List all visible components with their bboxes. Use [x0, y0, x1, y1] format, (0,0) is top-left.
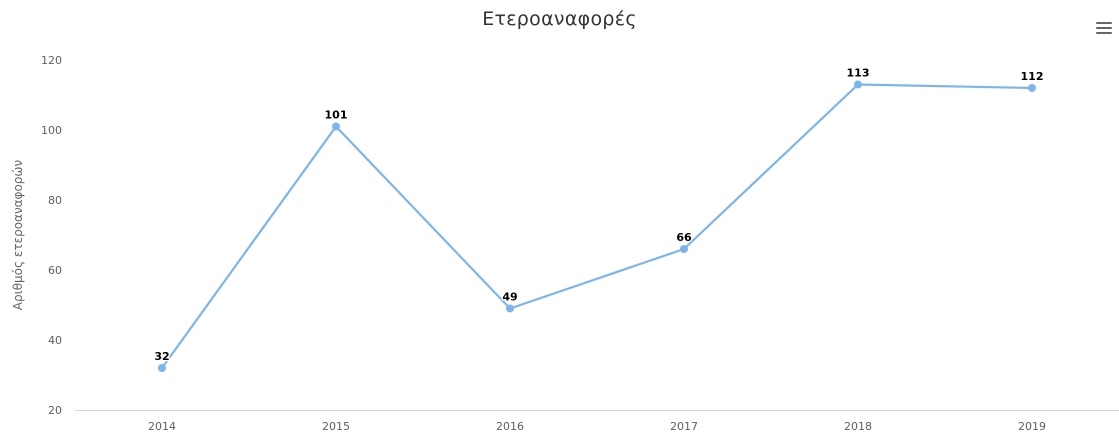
- data-label: 101: [325, 109, 348, 122]
- y-tick-label: 100: [41, 124, 62, 137]
- data-point: [506, 304, 514, 313]
- y-tick-label: 80: [48, 194, 62, 207]
- chart-title: Ετεροαναφορές: [482, 8, 637, 30]
- data-label: 32: [154, 350, 169, 363]
- x-tick-label: 2019: [1018, 420, 1046, 433]
- x-tick-label: 2018: [844, 420, 872, 433]
- x-tick-label: 2016: [496, 420, 524, 433]
- data-label: 113: [847, 67, 870, 80]
- data-point: [1028, 84, 1036, 92]
- y-tick-label: 120: [41, 54, 62, 67]
- y-tick-label: 20: [48, 404, 62, 417]
- y-axis-title: Αριθμός ετεροαναφορών: [11, 160, 25, 311]
- data-labels: 32 101 49 66 113 112: [153, 65, 1045, 364]
- data-point: [680, 245, 688, 253]
- data-label: 112: [1021, 70, 1044, 83]
- data-point: [332, 122, 340, 131]
- y-tick-label: 60: [48, 264, 62, 277]
- axes: 20 40 60 80 100 120 2014 2015 2016 2017 2018 2019 Αρ…: [11, 54, 1119, 433]
- data-label: 49: [502, 291, 517, 304]
- data-label: 66: [676, 231, 692, 244]
- series-layer: [158, 80, 1036, 372]
- data-point: [158, 364, 166, 372]
- series-line: [160, 83, 1034, 370]
- x-tick-label: 2014: [148, 420, 176, 433]
- x-tick-label: 2017: [670, 420, 698, 433]
- hamburger-menu-icon[interactable]: [1096, 22, 1112, 36]
- y-tick-label: 40: [48, 334, 62, 347]
- data-point: [854, 80, 862, 89]
- x-tick-label: 2015: [322, 420, 350, 433]
